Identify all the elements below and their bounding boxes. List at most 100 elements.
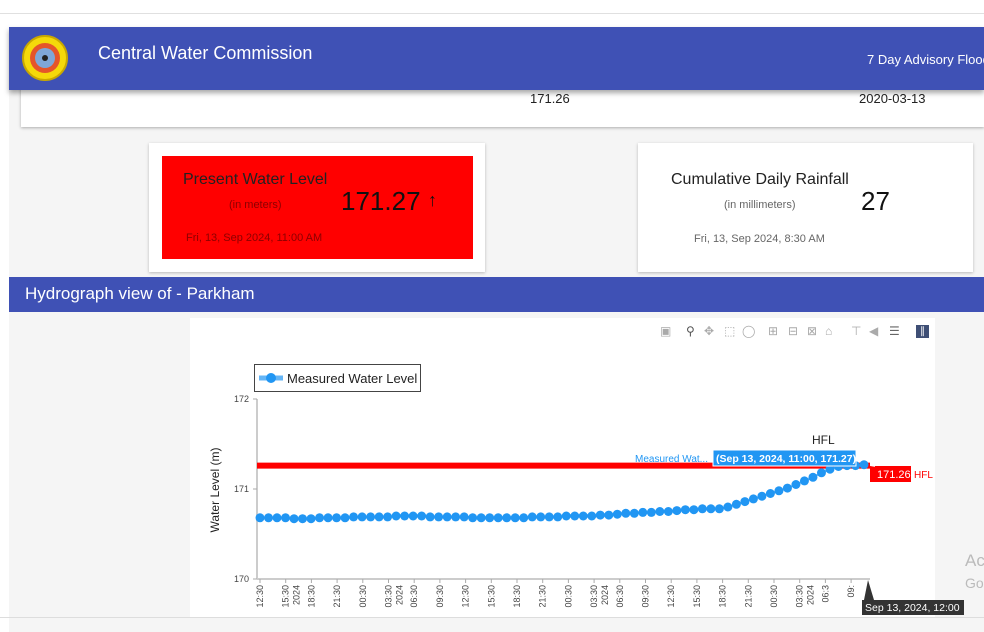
legend-label: Measured Water Level	[287, 371, 417, 386]
data-point[interactable]	[434, 512, 444, 522]
data-point[interactable]	[281, 513, 291, 523]
autoscale-icon[interactable]: ⊠	[807, 324, 818, 338]
data-point[interactable]	[731, 499, 741, 509]
legend[interactable]: Measured Water Level	[254, 364, 421, 392]
app-header: Central Water Commission 7 Day Advisory …	[9, 27, 984, 90]
plotly-logo-icon[interactable]: ∥	[916, 325, 929, 338]
data-point[interactable]	[357, 512, 367, 522]
box-select-icon[interactable]: ⬚	[724, 324, 736, 338]
x-hover-label: Sep 13, 2024, 12:00	[865, 602, 960, 614]
data-point[interactable]	[638, 507, 648, 517]
data-point[interactable]	[697, 504, 707, 514]
data-point[interactable]	[799, 476, 809, 486]
data-point[interactable]	[663, 507, 673, 516]
hover-series-label: Measured Wat...	[635, 454, 708, 465]
data-point[interactable]	[808, 472, 818, 482]
lasso-icon[interactable]: ◯	[742, 324, 756, 338]
data-point[interactable]	[757, 491, 767, 501]
data-point[interactable]	[714, 504, 724, 514]
data-point[interactable]	[578, 511, 588, 521]
zoom-in-icon[interactable]: ⊞	[768, 324, 779, 338]
data-point[interactable]	[485, 513, 495, 523]
data-point[interactable]	[748, 494, 758, 504]
data-point[interactable]	[298, 514, 308, 524]
zoom-out-icon[interactable]: ⊟	[788, 324, 799, 338]
data-point[interactable]	[553, 512, 563, 522]
data-point[interactable]	[332, 513, 342, 523]
data-point[interactable]	[774, 486, 784, 496]
camera-icon[interactable]: ▣	[660, 324, 672, 338]
data-point[interactable]	[425, 512, 435, 522]
data-point[interactable]	[595, 510, 605, 520]
x-hover-tooltip	[862, 600, 964, 615]
data-point[interactable]	[408, 511, 418, 521]
present-level-title: Present Water Level	[183, 171, 328, 188]
data-point[interactable]	[383, 512, 393, 522]
data-point[interactable]	[782, 483, 792, 493]
data-point[interactable]	[272, 513, 282, 523]
x-tick-label: 21:30	[743, 585, 753, 608]
cwc-logo-icon[interactable]	[22, 35, 68, 81]
data-point[interactable]	[621, 508, 631, 518]
data-point[interactable]	[349, 512, 359, 522]
data-point[interactable]	[493, 513, 503, 523]
data-point[interactable]	[587, 511, 597, 521]
data-point[interactable]	[476, 513, 486, 523]
data-point[interactable]	[646, 507, 656, 517]
data-point[interactable]	[706, 504, 716, 514]
x-tick-year-label: 2024	[600, 585, 610, 605]
zoom-icon[interactable]: ⚲	[686, 324, 695, 338]
data-point[interactable]	[570, 511, 580, 521]
x-tick-label: 06:3	[820, 585, 830, 603]
x-tick-label: 06:30	[615, 585, 625, 608]
data-point[interactable]	[604, 510, 614, 520]
data-point[interactable]	[459, 512, 469, 522]
data-point[interactable]	[391, 511, 401, 521]
data-point[interactable]	[323, 513, 333, 523]
nav-link-advisory[interactable]: 7 Day Advisory Flood	[867, 52, 984, 67]
present-level-timestamp: Fri, 13, Sep 2024, 11:00 AM	[186, 232, 323, 244]
data-point[interactable]	[527, 512, 537, 522]
y-tick-label: 170	[234, 574, 249, 584]
data-point[interactable]	[629, 508, 639, 518]
data-point[interactable]	[400, 511, 410, 521]
data-point[interactable]	[689, 505, 699, 515]
data-point[interactable]	[315, 513, 325, 523]
data-point[interactable]	[366, 512, 376, 522]
data-point[interactable]	[519, 513, 529, 523]
data-point[interactable]	[544, 512, 554, 522]
data-point[interactable]	[655, 507, 665, 516]
reset-axes-icon[interactable]: ⌂	[825, 324, 833, 338]
data-point[interactable]	[723, 502, 733, 512]
data-point[interactable]	[561, 511, 571, 521]
data-point[interactable]	[825, 464, 835, 474]
data-point[interactable]	[417, 511, 427, 521]
rainfall-timestamp: Fri, 13, Sep 2024, 8:30 AM	[694, 233, 825, 245]
data-point[interactable]	[859, 460, 869, 470]
data-point[interactable]	[680, 505, 690, 515]
data-point[interactable]	[672, 506, 682, 516]
data-point[interactable]	[255, 513, 265, 523]
pan-icon[interactable]: ✥	[704, 324, 715, 338]
spike-lines-icon[interactable]: ⊤	[851, 324, 862, 338]
data-point[interactable]	[816, 468, 826, 478]
data-point[interactable]	[374, 512, 384, 522]
data-point[interactable]	[468, 513, 478, 523]
data-point[interactable]	[612, 509, 622, 519]
x-tick-year-label: 2024	[395, 585, 405, 605]
y-tick-label: 172	[234, 394, 249, 404]
data-point[interactable]	[765, 489, 775, 498]
data-point[interactable]	[264, 513, 274, 523]
data-point[interactable]	[510, 513, 520, 523]
data-point[interactable]	[442, 512, 452, 522]
data-point[interactable]	[340, 513, 350, 523]
data-point[interactable]	[791, 480, 801, 489]
data-point[interactable]	[502, 513, 512, 523]
hover-compare-icon[interactable]: ☰	[889, 324, 900, 338]
data-point[interactable]	[289, 514, 299, 524]
data-point[interactable]	[740, 497, 750, 507]
data-point[interactable]	[306, 514, 316, 524]
data-point[interactable]	[536, 512, 546, 522]
hover-closest-icon[interactable]: ◀	[869, 324, 879, 338]
data-point[interactable]	[451, 512, 461, 522]
